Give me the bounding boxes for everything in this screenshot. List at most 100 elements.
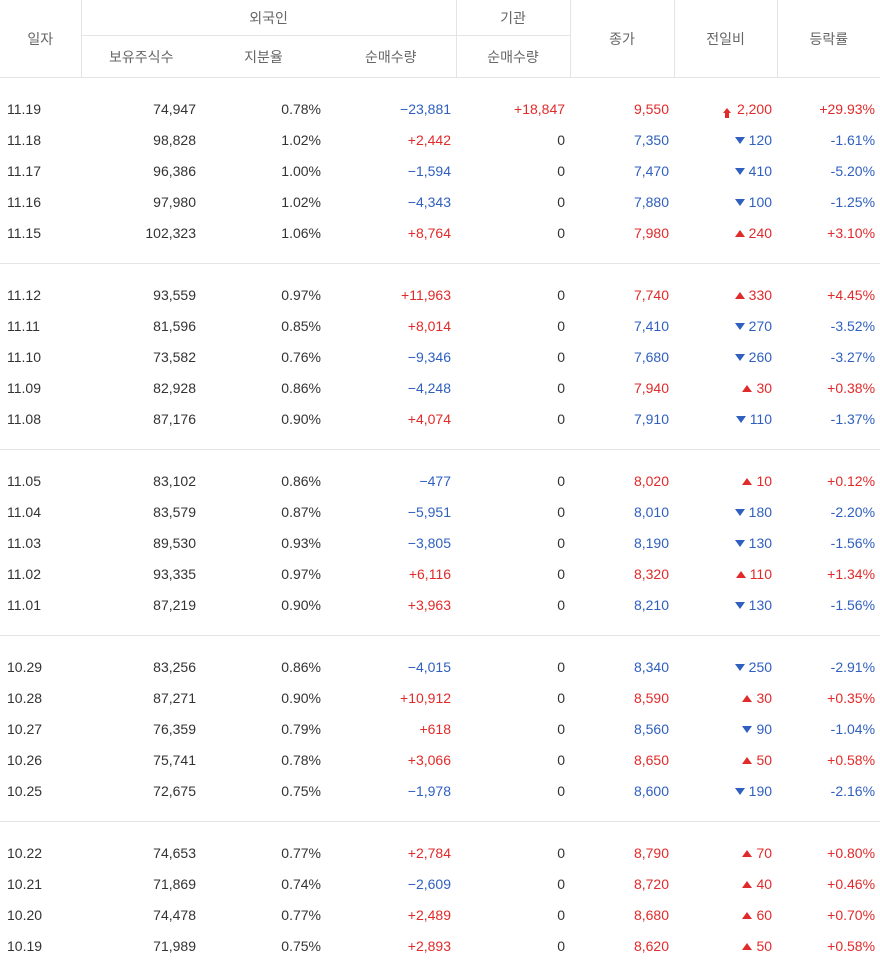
cell-close: 7,350 (570, 124, 674, 155)
cell-change: 270 (674, 310, 777, 341)
cell-close: 7,880 (570, 186, 674, 217)
cell-rate: +0.35% (777, 682, 880, 713)
change-value: 50 (756, 938, 772, 954)
col-foreign-header: 외국인 (81, 0, 456, 36)
cell-close: 7,740 (570, 279, 674, 310)
cell-inst-net: 0 (456, 403, 570, 434)
cell-change: 240 (674, 217, 777, 248)
change-value: 130 (749, 597, 772, 613)
cell-date: 11.12 (0, 279, 81, 310)
change-value: 250 (749, 659, 772, 675)
cell-holdings: 71,869 (81, 868, 201, 899)
change-value: 110 (750, 411, 772, 427)
cell-change: 100 (674, 186, 777, 217)
cell-change: 60 (674, 899, 777, 930)
up-triangle-icon (742, 478, 752, 485)
cell-foreign-net: −5,951 (326, 496, 456, 527)
cell-inst-net: 0 (456, 868, 570, 899)
cell-close: 8,720 (570, 868, 674, 899)
cell-foreign-net: −1,594 (326, 155, 456, 186)
cell-foreign-net: +618 (326, 713, 456, 744)
cell-inst-net: 0 (456, 217, 570, 248)
cell-date: 11.17 (0, 155, 81, 186)
cell-rate: -2.16% (777, 775, 880, 806)
cell-foreign-net: +2,893 (326, 930, 456, 961)
cell-ratio: 0.97% (201, 558, 326, 589)
cell-close: 8,620 (570, 930, 674, 961)
cell-close: 8,190 (570, 527, 674, 558)
cell-holdings: 83,256 (81, 651, 201, 682)
cell-rate: +4.45% (777, 279, 880, 310)
down-triangle-icon (735, 168, 745, 175)
cell-inst-net: +18,847 (456, 93, 570, 124)
change-value: 180 (749, 504, 772, 520)
cell-foreign-net: +2,784 (326, 837, 456, 868)
cell-inst-net: 0 (456, 682, 570, 713)
up-triangle-icon (742, 850, 752, 857)
cell-foreign-net: −4,343 (326, 186, 456, 217)
table-header: 일자 외국인 기관 종가 전일비 등락률 보유주식수 지분율 순매수량 순매수량 (0, 0, 880, 78)
group-divider (0, 620, 880, 636)
cell-inst-net: 0 (456, 899, 570, 930)
col-rate-header: 등락률 (777, 0, 880, 78)
up-triangle-icon (742, 695, 752, 702)
cell-holdings: 93,335 (81, 558, 201, 589)
cell-rate: +0.38% (777, 372, 880, 403)
change-value: 260 (749, 349, 772, 365)
group-spacer (0, 264, 880, 280)
divider-cell (0, 434, 880, 450)
cell-close: 8,210 (570, 589, 674, 620)
cell-holdings: 102,323 (81, 217, 201, 248)
cell-date: 11.15 (0, 217, 81, 248)
cell-change: 130 (674, 527, 777, 558)
cell-ratio: 0.86% (201, 372, 326, 403)
change-value: 130 (749, 535, 772, 551)
down-triangle-icon (735, 602, 745, 609)
cell-date: 10.20 (0, 899, 81, 930)
cell-rate: -1.61% (777, 124, 880, 155)
cell-inst-net: 0 (456, 341, 570, 372)
cell-change: 50 (674, 930, 777, 961)
cell-ratio: 0.75% (201, 930, 326, 961)
cell-inst-net: 0 (456, 155, 570, 186)
group-divider (0, 806, 880, 822)
cell-change: 40 (674, 868, 777, 899)
up-triangle-icon (742, 943, 752, 950)
col-inst-net-header: 순매수량 (456, 36, 570, 78)
group-divider (0, 434, 880, 450)
cell-rate: +1.34% (777, 558, 880, 589)
cell-inst-net: 0 (456, 713, 570, 744)
cell-holdings: 72,675 (81, 775, 201, 806)
cell-change: 260 (674, 341, 777, 372)
cell-rate: +0.46% (777, 868, 880, 899)
cell-ratio: 0.79% (201, 713, 326, 744)
down-triangle-icon (742, 726, 752, 733)
upper-limit-arrow-icon (723, 108, 731, 113)
cell-ratio: 0.86% (201, 651, 326, 682)
cell-rate: +0.70% (777, 899, 880, 930)
cell-foreign-net: −9,346 (326, 341, 456, 372)
cell-date: 10.27 (0, 713, 81, 744)
cell-rate: +29.93% (777, 93, 880, 124)
cell-holdings: 87,219 (81, 589, 201, 620)
cell-change: 70 (674, 837, 777, 868)
cell-rate: -2.91% (777, 651, 880, 682)
cell-inst-net: 0 (456, 310, 570, 341)
cell-holdings: 87,176 (81, 403, 201, 434)
cell-ratio: 0.87% (201, 496, 326, 527)
cell-foreign-net: +2,489 (326, 899, 456, 930)
spacer-cell (0, 636, 880, 652)
cell-close: 9,550 (570, 93, 674, 124)
change-value: 50 (756, 752, 772, 768)
col-foreign-net-header: 순매수량 (326, 36, 456, 78)
spacer-cell (0, 450, 880, 466)
change-value: 2,200 (737, 101, 772, 117)
cell-ratio: 1.00% (201, 155, 326, 186)
